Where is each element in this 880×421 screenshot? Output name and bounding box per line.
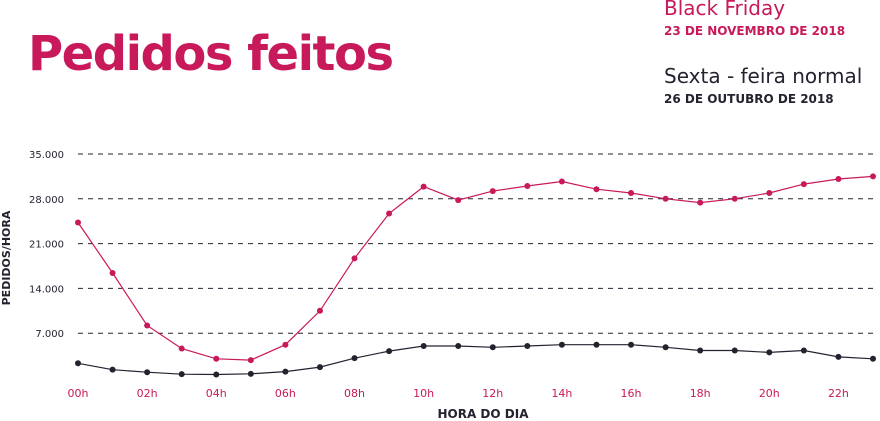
legend-item-normal-friday: Sexta - feira normal 26 DE OUTUBRO DE 20… <box>664 64 880 106</box>
x-tick-label: 18h <box>690 387 711 400</box>
x-tick-label: 06h <box>275 387 296 400</box>
x-tick-label: 12h <box>482 387 503 400</box>
page-title: Pedidos feitos <box>28 26 394 82</box>
data-point <box>800 347 807 354</box>
data-point <box>213 355 220 362</box>
data-point <box>558 341 565 348</box>
data-point <box>420 343 427 349</box>
data-point <box>662 344 669 351</box>
data-point <box>247 357 254 364</box>
x-tick-label: 14h <box>551 387 572 400</box>
data-point <box>420 183 427 190</box>
legend-label-normal-friday: Sexta - feira normal <box>664 64 863 88</box>
data-point <box>351 255 358 262</box>
legend-item-black-friday: Black Friday 23 DE NOVEMBRO DE 2018 <box>664 0 880 38</box>
series-lines <box>77 175 874 376</box>
data-point <box>144 322 151 329</box>
data-point <box>697 347 704 354</box>
data-point <box>697 199 704 206</box>
y-tick-label: 7.000 <box>35 329 64 340</box>
data-point <box>75 360 81 367</box>
data-point <box>247 370 254 377</box>
data-point <box>628 190 635 197</box>
data-point <box>731 347 738 354</box>
data-point <box>109 366 116 373</box>
data-point <box>144 369 151 376</box>
data-point <box>593 341 600 348</box>
data-point <box>870 355 876 362</box>
x-tick-label: 02h <box>137 387 158 400</box>
x-tick-label: 00h <box>68 387 89 400</box>
data-point <box>489 344 496 351</box>
data-point <box>75 219 81 226</box>
legend-label-black-friday: Black Friday <box>664 0 786 20</box>
legend-date-normal-friday: 26 DE OUTUBRO DE 2018 <box>664 92 834 106</box>
data-point <box>870 173 876 180</box>
data-point <box>178 345 185 352</box>
x-axis-label: HORA DO DIA <box>437 407 529 421</box>
y-tick-label: 28.000 <box>29 195 64 206</box>
data-point <box>835 175 842 182</box>
y-tick-label: 21.000 <box>29 240 64 251</box>
data-point <box>628 341 635 348</box>
data-point <box>178 371 185 378</box>
x-tick-label: 16h <box>621 387 642 400</box>
data-point <box>800 181 807 188</box>
data-point <box>455 197 462 204</box>
data-point <box>766 190 773 197</box>
data-point <box>455 343 462 349</box>
x-tick-label: 22h <box>828 387 849 400</box>
data-point <box>835 353 842 360</box>
x-tick-label: 20h <box>759 387 780 400</box>
data-point <box>109 270 116 277</box>
data-point <box>489 188 496 195</box>
data-point <box>351 355 358 362</box>
data-point <box>593 186 600 193</box>
x-axis-ticks: 00h 02h 04h 06h 08h 10h 12h 14h 16h 18h 20h 22h <box>68 387 849 400</box>
y-tick-label: 35.000 <box>29 150 64 161</box>
grid-lines <box>78 153 873 334</box>
data-point <box>524 343 531 349</box>
data-point <box>213 371 220 378</box>
data-point <box>282 341 289 348</box>
x-tick-label: 10h <box>413 387 434 400</box>
data-point <box>282 368 289 375</box>
data-point <box>662 195 669 202</box>
data-point <box>386 348 393 355</box>
legend-date-black-friday: 23 DE NOVEMBRO DE 2018 <box>664 24 846 38</box>
data-point <box>524 183 531 189</box>
y-axis-ticks: 35.000 28.000 21.000 14.000 7.000 <box>29 150 64 340</box>
series-line-normal-friday <box>77 344 874 376</box>
data-point <box>386 210 393 217</box>
data-point <box>766 349 773 356</box>
x-tick-label: 08h <box>344 387 365 400</box>
series-points <box>75 173 876 378</box>
data-point <box>731 195 738 202</box>
series-line-black-friday <box>77 175 874 361</box>
data-point <box>316 307 323 314</box>
y-axis-label: PEDIDOS/HORA <box>0 210 13 305</box>
data-point <box>558 178 565 185</box>
data-point <box>316 364 323 371</box>
y-tick-label: 14.000 <box>29 284 64 295</box>
x-tick-label: 04h <box>206 387 227 400</box>
